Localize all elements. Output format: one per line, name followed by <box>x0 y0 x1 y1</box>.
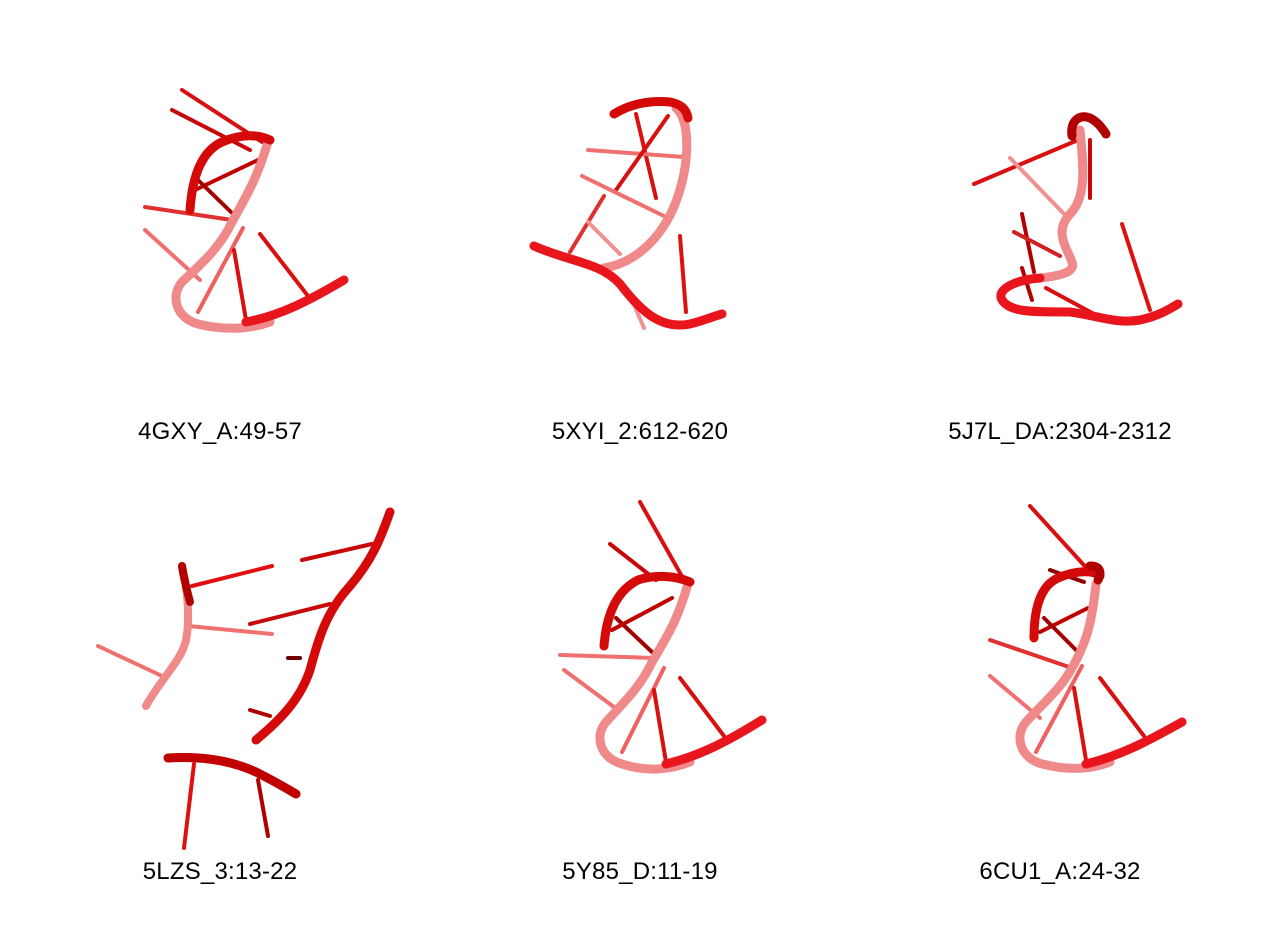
structure-label: 6CU1_A:24-32 <box>979 858 1141 885</box>
structure-panel-2: 5XYI_2:612-620 <box>460 60 820 480</box>
structure-label: 4GXY_A:49-57 <box>138 418 302 445</box>
structure-label: 5XYI_2:612-620 <box>551 418 729 445</box>
structure-panel-3: 5J7L_DA:2304-2312 <box>880 60 1240 480</box>
structure-panel-4: 5LZS_3:13-22 <box>40 500 400 920</box>
structure-panel-5: 5Y85_D:11-19 <box>460 500 820 920</box>
rna-cartoon-image <box>143 88 349 333</box>
rna-cartoon-image <box>972 112 1183 326</box>
structure-panel-1: 4GXY_A:49-57 <box>40 60 400 480</box>
structure-panel-6: 6CU1_A:24-32 <box>880 500 1240 920</box>
structure-label: 5Y85_D:11-19 <box>562 858 718 885</box>
rna-cartoon-image <box>988 504 1187 773</box>
structure-label: 5J7L_DA:2304-2312 <box>948 418 1172 445</box>
rna-cartoon-image <box>96 507 395 850</box>
rna-cartoon-image <box>558 500 767 774</box>
structure-label: 5LZS_3:13-22 <box>142 858 298 885</box>
rna-cartoon-image <box>529 97 727 330</box>
